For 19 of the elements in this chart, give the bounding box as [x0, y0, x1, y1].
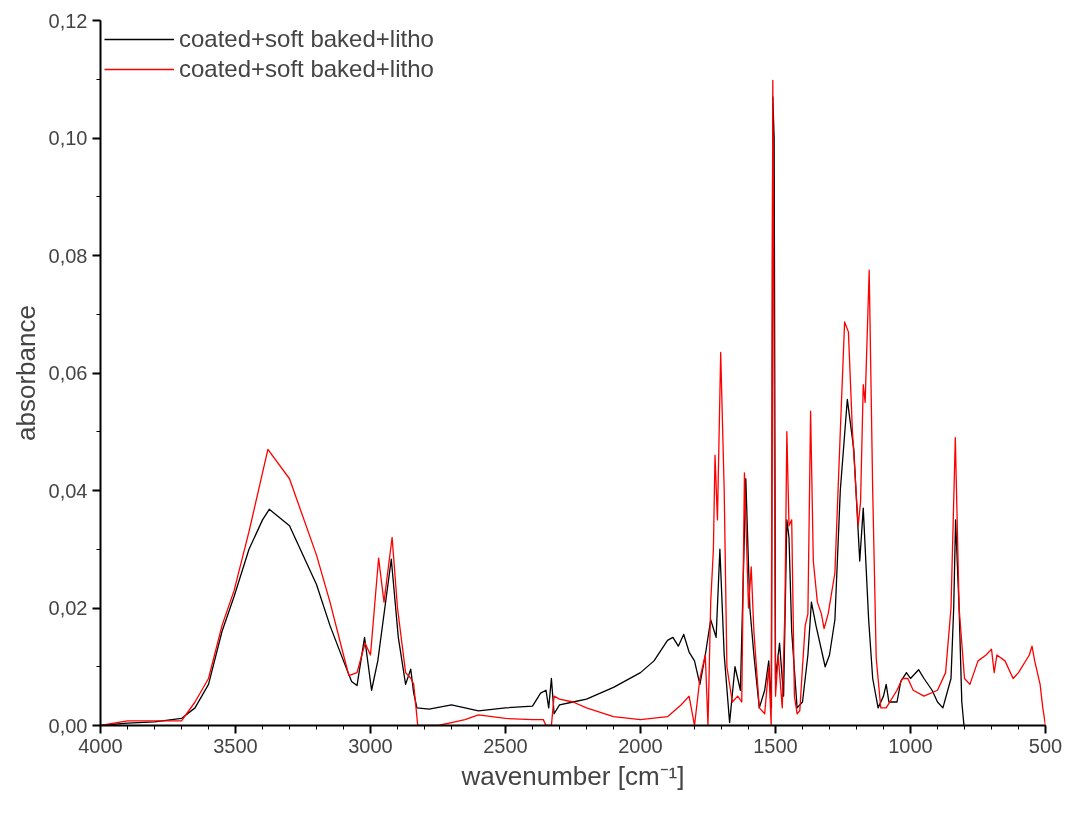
x-tick-label: 2000 — [618, 734, 663, 757]
y-axis-title: absorbance — [10, 305, 41, 441]
y-tick-label: 0,00 — [48, 714, 88, 737]
legend-label: coated+soft baked+litho — [179, 54, 434, 84]
y-tick-label: 0,08 — [48, 244, 88, 267]
x-tick-label: 4000 — [78, 734, 123, 757]
y-tick-label: 0,12 — [48, 9, 88, 32]
legend-label: coated+soft baked+litho — [179, 24, 434, 54]
y-tick-label: 0,04 — [48, 479, 88, 502]
x-tick-label: 3500 — [213, 734, 258, 757]
y-tick-label: 0,02 — [48, 597, 88, 619]
x-tick-label: 500 — [1028, 734, 1063, 757]
x-tick-label: 1000 — [888, 734, 933, 757]
y-tick-label: 0,10 — [48, 127, 88, 149]
x-axis-title: wavenumber [cm⁻¹] — [460, 760, 685, 791]
y-tick-label: 0,06 — [48, 362, 88, 384]
x-tick-label: 3000 — [348, 734, 393, 757]
x-tick-label: 1500 — [753, 734, 798, 757]
x-tick-label: 2500 — [483, 734, 528, 757]
